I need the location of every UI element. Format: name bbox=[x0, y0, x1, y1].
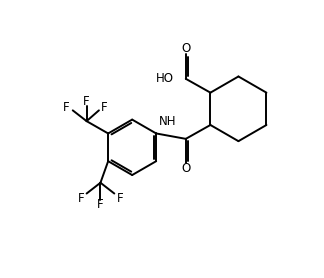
Text: F: F bbox=[78, 192, 84, 205]
Text: F: F bbox=[100, 101, 107, 114]
Text: O: O bbox=[181, 42, 191, 55]
Text: F: F bbox=[83, 95, 90, 108]
Text: HO: HO bbox=[156, 72, 173, 85]
Text: NH: NH bbox=[159, 115, 177, 128]
Text: F: F bbox=[63, 101, 70, 114]
Text: F: F bbox=[97, 198, 104, 211]
Text: O: O bbox=[181, 162, 191, 175]
Text: F: F bbox=[117, 192, 123, 205]
